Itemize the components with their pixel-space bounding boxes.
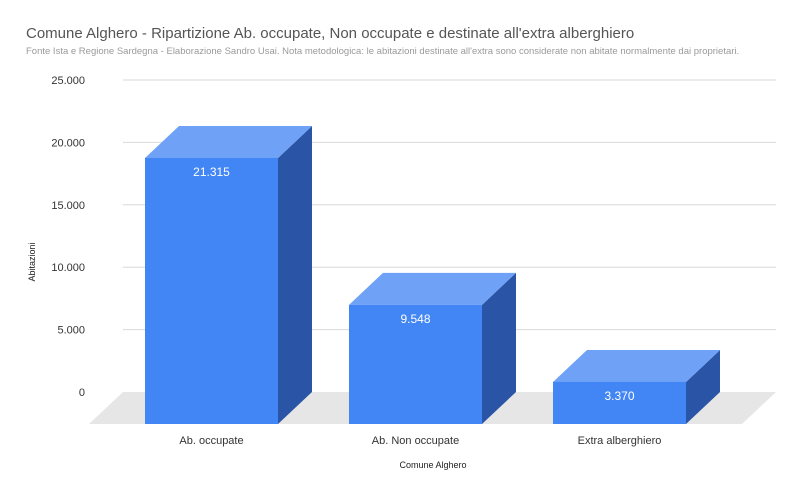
chart-title: Comune Alghero - Ripartizione Ab. occupa…: [26, 25, 635, 42]
x-tick-label: Ab. occupate: [179, 435, 243, 447]
bar-front: [553, 381, 686, 424]
bar-side: [686, 349, 720, 424]
bar-front: [145, 157, 278, 424]
data-label: 9.548: [400, 312, 430, 326]
y-tick-label: 20.000: [51, 137, 85, 149]
bars: 21.315 9.548 3.370: [145, 125, 720, 424]
bar-side: [482, 272, 516, 424]
bar-front: [349, 304, 482, 424]
y-tick-label: 5.000: [57, 325, 85, 337]
x-axis-ticks: Ab. occupate Ab. Non occupate Extra alberg…: [179, 435, 661, 447]
x-axis-title: Comune Alghero: [399, 460, 466, 470]
y-axis-ticks: 0 5.000 10.000 15.000 20.000 25.000: [51, 75, 85, 399]
bar: 21.315: [145, 125, 312, 424]
bar-top: [553, 349, 720, 382]
bar: 9.548: [349, 272, 516, 424]
y-tick-label: 10.000: [51, 262, 85, 274]
chart-subtitle: Fonte Ista e Regione Sardegna - Elaboraz…: [26, 46, 740, 57]
y-tick-label: 0: [79, 387, 85, 399]
x-tick-label: Extra alberghiero: [578, 435, 662, 447]
x-tick-label: Ab. Non occupate: [372, 435, 459, 447]
y-tick-label: 25.000: [51, 75, 85, 87]
bar-top: [145, 125, 312, 158]
bar-top: [349, 272, 516, 305]
y-axis-title: Abitazioni: [27, 242, 37, 281]
data-label: 3.370: [604, 389, 634, 403]
bar-side: [278, 125, 312, 424]
data-label: 21.315: [193, 165, 230, 179]
bar: 3.370: [553, 349, 720, 424]
y-tick-label: 15.000: [51, 200, 85, 212]
